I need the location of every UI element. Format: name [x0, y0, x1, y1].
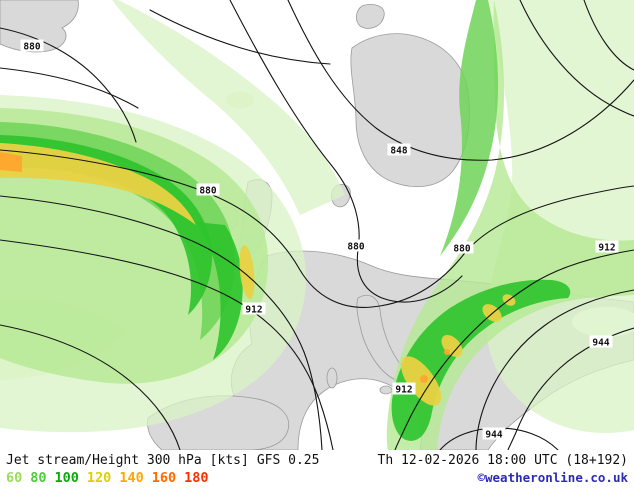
contour-label: 880 [450, 241, 474, 255]
contour-label: 912 [392, 382, 416, 396]
scale-value-80: 80 [30, 470, 47, 486]
contour-label: 944 [589, 335, 613, 349]
contour-label-bg [344, 239, 368, 252]
contour-label-bg [482, 427, 506, 440]
product-units: [kts] [209, 453, 249, 468]
contour-label-text: 944 [592, 338, 609, 349]
contour-line-880 [0, 149, 634, 308]
contour-label-bg [196, 183, 220, 196]
scale-value-100: 100 [54, 470, 79, 486]
contour-label: 912 [595, 240, 619, 254]
jet-pale-norwegian-sea [112, 0, 345, 215]
contour-label: 880 [196, 183, 220, 197]
contour-line [0, 67, 139, 109]
jet-bright-atlantic-sliver [196, 222, 243, 360]
contour-line-848 [287, 0, 634, 161]
contour-label-bg [387, 143, 411, 156]
land-sardinia [326, 367, 338, 389]
contour-label: 912 [242, 302, 266, 316]
contour-label-bg [20, 39, 44, 52]
scale-value-160: 160 [151, 470, 177, 486]
legend-scale-row: 60 80 100 120 140 160 180 ©weatheronline… [0, 468, 634, 486]
jet-orange-layer [0, 152, 450, 383]
contour-label: 944 [482, 427, 506, 441]
contour-label-text: 880 [199, 186, 216, 197]
model-name: GFS 0.25 [256, 453, 320, 468]
contour-labels: 880 848 880 880 880 912 [20, 39, 619, 441]
jet-orange-left-edge [0, 152, 22, 172]
contour-label: 880 [344, 239, 368, 253]
contour-line [519, 0, 634, 117]
weather-map: 880 848 880 880 880 912 [0, 0, 634, 450]
contour-label: 848 [387, 143, 411, 157]
contour-label-bg [450, 241, 474, 254]
contour-label-text: 912 [598, 243, 615, 254]
contour-label: 880 [20, 39, 44, 53]
contour-label-text: 912 [245, 305, 262, 316]
contour-label-bg [589, 335, 613, 348]
legend-footer: Jet stream/Height 300 hPa [kts] GFS 0.25… [0, 450, 634, 490]
jet-bright-atlantic [0, 135, 213, 315]
scale-value-60: 60 [6, 470, 23, 486]
land-scandinavia [350, 33, 470, 188]
jet-mid-atlantic [0, 122, 235, 340]
contour-line [0, 324, 181, 450]
land-sicily [379, 385, 393, 395]
jet-mid-layer [0, 0, 499, 340]
jet-yellow-atlantic-tongue [0, 143, 196, 225]
jet-pale-faroe [226, 92, 254, 108]
contour-label-text: 880 [453, 244, 470, 255]
contour-label-text: 880 [23, 42, 40, 53]
contour-label-bg [242, 302, 266, 315]
contour-label-text: 912 [395, 385, 412, 396]
legend-title-row: Jet stream/Height 300 hPa [kts] GFS 0.25… [0, 450, 634, 468]
contour-line [149, 9, 331, 65]
land-svalbard [356, 4, 385, 29]
wind-speed-scale: 60 80 100 120 140 160 180 [6, 470, 208, 486]
valid-time: Th 12-02-2026 18:00 UTC (18+192) [377, 453, 628, 468]
jet-mid-east-upper [440, 0, 499, 256]
jet-yellow-sliver [239, 245, 255, 299]
jet-bright-mediterranean [391, 279, 571, 441]
scale-value-120: 120 [86, 470, 112, 486]
contour-label-bg [595, 240, 619, 253]
product-title: Jet stream/Height 300 hPa [kts] GFS 0.25 [6, 453, 319, 468]
jet-bright-layer [0, 135, 571, 441]
contour-label-text: 880 [347, 242, 364, 253]
jet-orange-dot-1 [420, 375, 428, 383]
contour-line-880b [229, 0, 463, 303]
product-name: Jet stream/Height 300 hPa [6, 453, 202, 468]
contour-line [475, 289, 634, 450]
contour-line-912-east [394, 249, 634, 450]
contour-line [583, 0, 634, 71]
contour-label-text: 848 [390, 146, 407, 157]
contour-line [0, 195, 323, 450]
contour-label-text: 944 [485, 430, 502, 441]
jet-orange-dot-2 [444, 349, 450, 355]
contour-label-bg [392, 382, 416, 395]
scale-value-140: 140 [119, 470, 144, 486]
copyright-text: ©weatheronline.co.uk [477, 470, 628, 485]
contour-line [0, 27, 137, 143]
scale-value-180: 180 [184, 470, 209, 486]
